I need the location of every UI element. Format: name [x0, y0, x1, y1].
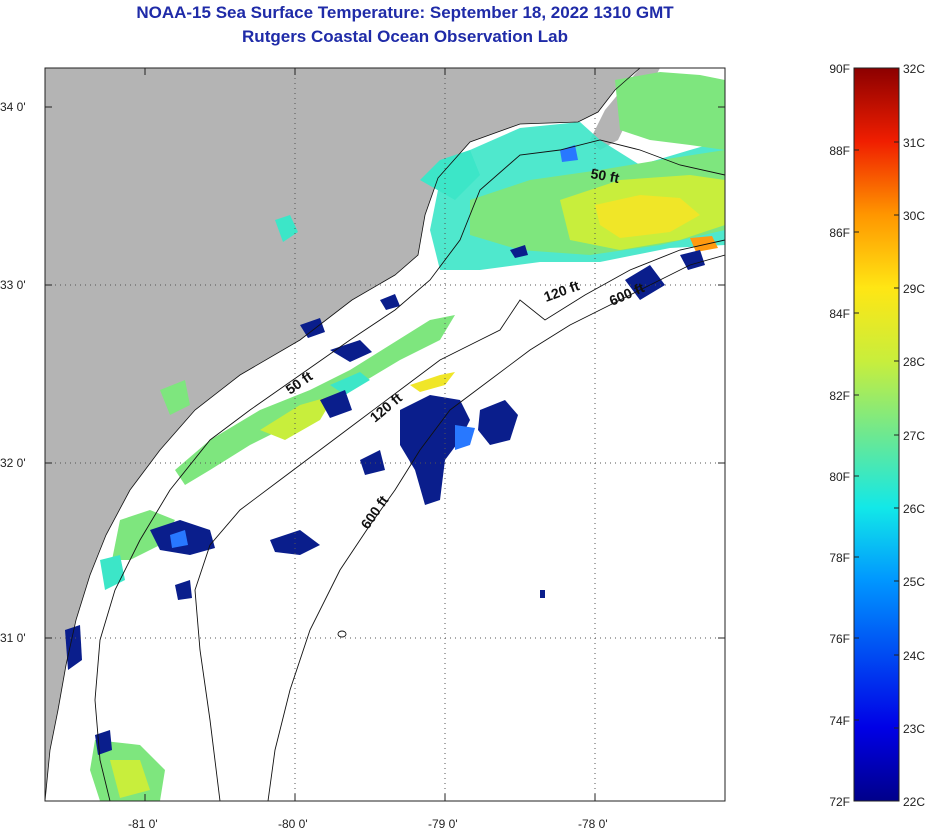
coastline	[45, 68, 641, 801]
c-label: 32C	[903, 62, 925, 76]
c-label: 27C	[903, 429, 925, 443]
title-line-2: Rutgers Coastal Ocean Observation Lab	[242, 27, 568, 46]
contour-120ft	[194, 239, 725, 801]
f-label: 74F	[829, 714, 850, 728]
f-label: 72F	[829, 795, 850, 809]
contour-50ft	[94, 139, 725, 801]
latitude-labels: 34 0' 33 0' 32 0' 31 0'	[0, 100, 26, 645]
c-label: 31C	[903, 136, 925, 150]
cold-water-patches	[65, 245, 705, 755]
f-label: 88F	[829, 144, 850, 158]
f-label: 80F	[829, 470, 850, 484]
contour-label: 50 ft	[589, 165, 620, 186]
c-label: 30C	[903, 209, 925, 223]
title-line-1: NOAA-15 Sea Surface Temperature: Septemb…	[136, 3, 674, 22]
lat-label: 31 0'	[0, 631, 26, 645]
map-frame	[44, 67, 726, 802]
graticule	[45, 68, 725, 801]
depth-contours	[94, 139, 725, 801]
c-label: 28C	[903, 355, 925, 369]
f-label: 90F	[829, 62, 850, 76]
f-label: 84F	[829, 307, 850, 321]
c-label: 25C	[903, 575, 925, 589]
lon-label: -80 0'	[278, 817, 308, 831]
colorbar: 90F 88F 86F 84F 82F 80F 78F 76F 74F 72F …	[829, 62, 925, 809]
lat-label: 34 0'	[0, 100, 26, 114]
colorbar-scale	[853, 67, 900, 802]
c-label: 24C	[903, 649, 925, 663]
lon-label: -78 0'	[578, 817, 608, 831]
axis-ticks	[45, 68, 725, 801]
f-label: 76F	[829, 632, 850, 646]
c-label: 22C	[903, 795, 925, 809]
lat-label: 33 0'	[0, 278, 26, 292]
fahrenheit-labels: 90F 88F 86F 84F 82F 80F 78F 76F 74F 72F	[829, 62, 850, 809]
c-label: 26C	[903, 502, 925, 516]
lat-label: 32 0'	[0, 456, 26, 470]
land-mass	[45, 68, 640, 801]
f-label: 82F	[829, 389, 850, 403]
map-area: 50 ft 120 ft 600 ft 50 ft 120 ft 600 ft	[45, 68, 725, 801]
c-label: 29C	[903, 282, 925, 296]
lon-label: -79 0'	[428, 817, 458, 831]
longitude-labels: -81 0' -80 0' -79 0' -78 0'	[128, 817, 608, 831]
sst-patches	[90, 72, 725, 801]
c-label: 23C	[903, 722, 925, 736]
lon-label: -81 0'	[128, 817, 158, 831]
contour-600ft	[267, 254, 725, 801]
f-label: 86F	[829, 226, 850, 240]
celsius-labels: 32C 31C 30C 29C 28C 27C 26C 25C 24C 23C …	[903, 62, 925, 809]
f-label: 78F	[829, 551, 850, 565]
